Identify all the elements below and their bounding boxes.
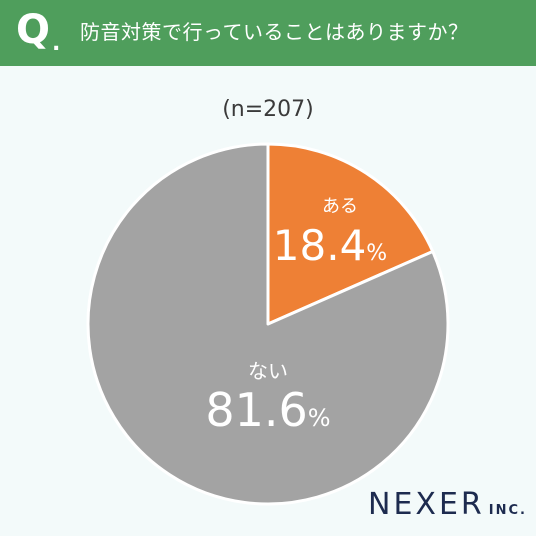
slice-value-unit-yes: % [366,241,387,266]
sample-size-label: (n=207) [222,97,314,122]
slice-value-yes: 18.4% [273,221,387,270]
question-text: 防音対策で行っていることはありますか？ [80,20,469,44]
pie-slice-yes [266,142,435,326]
slice-value-number-yes: 18.4 [273,221,367,270]
question-q-dot: . [52,31,61,56]
logo-main-text: NEXER [368,487,485,522]
slice-label-no: ない [248,359,288,383]
pie-slice-no [86,142,450,506]
slice-label-yes: ある [322,196,358,217]
question-q-mark: Q [16,7,51,53]
logo-sub-text: INC. [488,503,527,518]
company-logo: NEXER INC. [368,487,527,522]
slice-value-unit-no: % [308,404,331,432]
slice-value-no: 81.6% [205,383,330,437]
slice-value-number-no: 81.6 [205,383,307,437]
question-header: Q . 防音対策で行っていることはありますか？ [0,0,536,66]
